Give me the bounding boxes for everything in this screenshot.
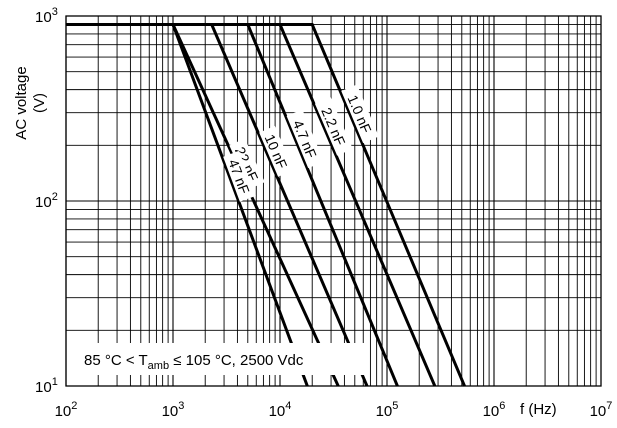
x-tick-exponent: 7 — [606, 400, 612, 412]
y-tick-exponent: 3 — [52, 6, 58, 18]
series-line-22-nf — [66, 23, 340, 387]
x-tick-exponent: 5 — [392, 400, 398, 412]
annotation-subscript: amb — [148, 360, 169, 372]
plot-frame — [65, 15, 602, 387]
series-label-background — [259, 125, 294, 177]
y-axis-title-line2: (V) — [31, 93, 48, 113]
x-tick-label: 102 — [55, 400, 78, 420]
y-tick-base: 10 — [35, 379, 52, 396]
x-tick-label: 104 — [269, 400, 292, 420]
x-tick-label: 107 — [590, 400, 613, 420]
x-tick-base: 10 — [269, 403, 286, 420]
x-tick-base: 10 — [162, 403, 179, 420]
annotation-text-part2: ≤ 105 °C, 2500 Vdc — [169, 352, 304, 369]
x-tick-exponent: 2 — [71, 400, 77, 412]
series-group — [66, 23, 466, 387]
x-tick-label: 103 — [162, 400, 185, 420]
y-tick-label: 101 — [35, 376, 58, 396]
x-tick-base: 10 — [590, 403, 607, 420]
series-label-background — [286, 109, 324, 169]
y-tick-label: 103 — [35, 6, 58, 26]
series-label-background — [314, 97, 353, 156]
y-tick-base: 10 — [35, 194, 52, 211]
y-tick-exponent: 1 — [52, 376, 58, 388]
x-tick-base: 10 — [55, 403, 72, 420]
series-line-47-nf — [66, 23, 309, 387]
x-tick-base: 10 — [483, 403, 500, 420]
series-line-4-7-nf — [66, 23, 399, 387]
series-label-background — [229, 138, 265, 190]
series-label-group: 1.0 nF — [341, 84, 379, 144]
x-axis-title: f (Hz) — [520, 401, 557, 418]
y-tick-exponent: 2 — [52, 191, 58, 203]
x-tick-exponent: 6 — [499, 400, 505, 412]
series-label-background — [223, 150, 256, 202]
series-label-group: 4.7 nF — [286, 109, 324, 169]
series-line-1-0-nf — [66, 23, 466, 387]
x-tick-base: 10 — [376, 403, 393, 420]
x-tick-label: 105 — [376, 400, 399, 420]
annotation-background — [72, 343, 364, 375]
series-line-2-2-nf — [66, 23, 437, 387]
annotation: 85 °C < Tamb ≤ 105 °C, 2500 Vdc — [72, 343, 364, 375]
x-tick-exponent: 3 — [178, 400, 184, 412]
series-label-background — [341, 84, 379, 144]
y-tick-base: 10 — [35, 9, 52, 26]
x-tick-label: 106 — [483, 400, 506, 420]
annotation-text: 85 °C < Tamb ≤ 105 °C, 2500 Vdc — [84, 352, 304, 372]
annotation-text-part1: 85 °C < T — [84, 352, 148, 369]
y-tick-label: 102 — [35, 191, 58, 211]
x-tick-exponent: 4 — [285, 400, 291, 412]
y-axis-title-line1: AC voltage — [13, 66, 30, 139]
series-label-group: 10 nF — [259, 125, 294, 177]
